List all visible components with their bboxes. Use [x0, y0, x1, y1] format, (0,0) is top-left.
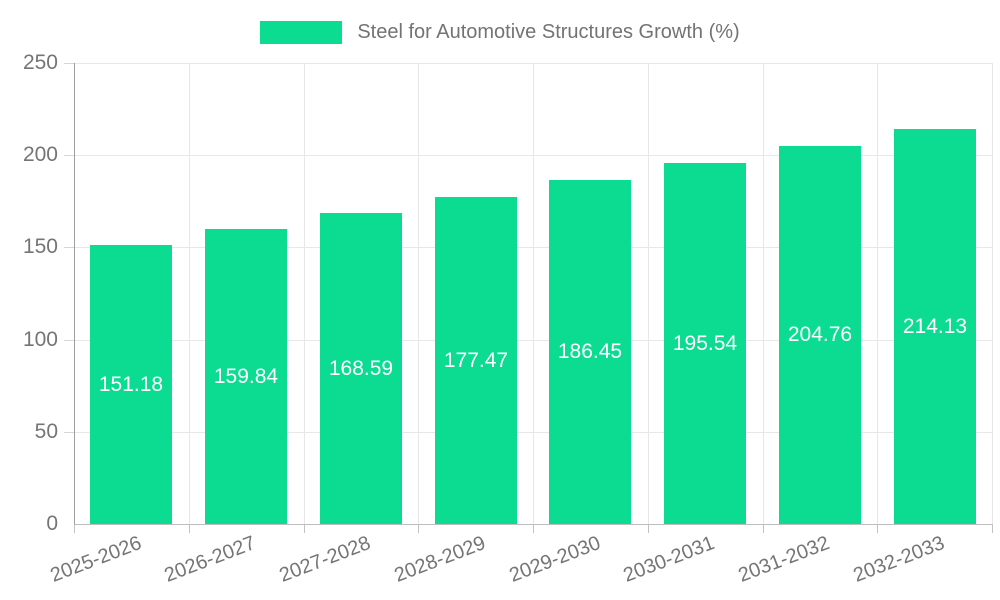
x-gridline: [877, 63, 878, 533]
x-tick-label-2026-2027: 2026-2027: [161, 532, 260, 587]
x-tick-mark: [189, 524, 190, 533]
y-tick-mark: [64, 155, 74, 157]
bar-2031-2032[interactable]: 204.76: [779, 146, 861, 524]
x-axis-line: [74, 524, 992, 525]
x-gridline: [533, 63, 534, 533]
x-tick-label-2025-2026: 2025-2026: [47, 532, 145, 587]
x-tick-mark: [418, 524, 419, 533]
x-gridline: [189, 63, 190, 533]
y-tick-mark: [64, 431, 74, 433]
x-tick-mark: [74, 524, 75, 533]
x-gridline: [304, 63, 305, 533]
bar-value-label: 168.59: [328, 356, 394, 380]
legend-label: Steel for Automotive Structures Growth (…: [357, 20, 740, 43]
x-tick-mark: [763, 524, 764, 533]
bar-value-label: 186.45: [557, 340, 623, 363]
y-tick-label: 0: [46, 512, 58, 535]
bar-2026-2027[interactable]: 159.84: [205, 229, 287, 524]
y-tick-label: 150: [22, 235, 58, 259]
y-tick-mark: [64, 247, 74, 249]
y-tick-mark: [64, 339, 74, 341]
x-tick-mark: [304, 524, 305, 533]
x-gridline: [418, 63, 419, 533]
bar-value-label: 214.13: [902, 314, 968, 338]
bar-2025-2026[interactable]: 151.18: [90, 245, 172, 524]
y-tick-label: 100: [22, 327, 58, 351]
y-tick-label: 50: [34, 419, 58, 443]
bar-value-label: 159.84: [213, 364, 279, 388]
y-tick-mark: [64, 63, 74, 64]
plot-area: 151.18 159.84 168.59 177.47 186.45 195.54 204.…: [64, 63, 993, 533]
y-tick-label: 200: [22, 143, 58, 167]
bar-2032-2033[interactable]: 214.13: [894, 129, 976, 524]
x-tick-label-2032-2033: 2032-2033: [850, 532, 948, 587]
bar-value-label: 151.18: [98, 372, 164, 396]
bar-value-label: 177.47: [443, 348, 509, 372]
x-tick-mark: [648, 524, 649, 533]
bar-value-label: 204.76: [787, 323, 853, 346]
legend-swatch: [260, 20, 343, 44]
bar-2030-2031[interactable]: 195.54: [664, 163, 746, 524]
x-gridline: [992, 63, 993, 533]
x-tick-mark: [877, 524, 878, 533]
x-tick-label-2028-2029: 2028-2029: [391, 532, 489, 587]
x-tick-mark: [533, 524, 534, 533]
y-tick-label: 250: [22, 51, 58, 74]
chart-legend[interactable]: Steel for Automotive Structures Growth (…: [0, 18, 1000, 46]
x-tick-label-2030-2031: 2030-2031: [620, 532, 719, 587]
bar-2029-2030[interactable]: 186.45: [549, 180, 631, 524]
x-gridline: [648, 63, 649, 533]
x-tick-label-2029-2030: 2029-2030: [506, 532, 604, 587]
x-tick-label-2031-2032: 2031-2032: [735, 532, 833, 587]
x-tick-mark: [992, 524, 993, 533]
bar-2027-2028[interactable]: 168.59: [320, 213, 402, 524]
x-gridline: [763, 63, 764, 533]
y-axis-line: [74, 63, 75, 533]
bar-2028-2029[interactable]: 177.47: [435, 197, 517, 524]
x-tick-label-2027-2028: 2027-2028: [276, 532, 374, 587]
bar-value-label: 195.54: [672, 331, 738, 355]
